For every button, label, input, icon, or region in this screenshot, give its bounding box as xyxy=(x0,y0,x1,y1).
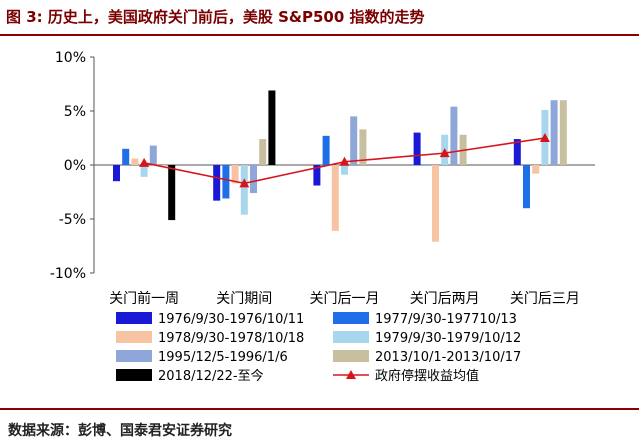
bar-2 xyxy=(222,165,230,199)
legend-swatch xyxy=(116,350,152,362)
bar-5 xyxy=(250,165,257,194)
legend-label: 1976/9/30-1976/10/11 xyxy=(158,312,304,327)
legend-swatch xyxy=(333,350,369,362)
bar-5 xyxy=(350,116,358,165)
legend-swatch xyxy=(116,312,152,324)
bar-2 xyxy=(322,135,330,165)
bar-7 xyxy=(168,165,176,221)
average-marker xyxy=(439,148,450,158)
bar-2 xyxy=(422,165,430,166)
x-category-label: 关门后两月 xyxy=(410,291,480,307)
average-marker xyxy=(139,157,150,167)
x-category-label: 关门前一周 xyxy=(109,290,179,307)
x-category-label: 关门期间 xyxy=(216,291,272,307)
bar-7 xyxy=(268,90,276,165)
title-divider xyxy=(0,34,639,36)
legend-label: 1995/12/5-1996/1/6 xyxy=(158,350,288,365)
legend-label: 政府停摆收益均值 xyxy=(375,368,479,384)
legend-label: 1979/9/30-1979/10/12 xyxy=(375,331,521,346)
legend-label: 2013/10/1-2013/10/17 xyxy=(375,350,521,365)
y-tick-label: 0% xyxy=(64,158,86,174)
bar-3 xyxy=(331,165,339,231)
legend-swatch xyxy=(116,331,152,343)
legend-swatch xyxy=(333,331,369,343)
bar-3 xyxy=(432,165,439,242)
bar-3 xyxy=(131,158,139,165)
bar-4 xyxy=(240,165,248,215)
legend-label: 2018/12/22-至今 xyxy=(158,368,264,384)
bar-1 xyxy=(213,165,221,201)
bar-4 xyxy=(341,165,348,175)
bar-3 xyxy=(231,165,239,184)
bar-6 xyxy=(159,165,166,166)
y-tick-label: 5% xyxy=(64,104,86,120)
legend-label: 1977/9/30-197710/13 xyxy=(375,312,517,327)
legend-swatch xyxy=(333,312,369,324)
bar-5 xyxy=(550,100,558,165)
legend-label: 1978/9/30-1978/10/18 xyxy=(158,331,304,346)
legend-swatch xyxy=(116,369,152,381)
bar-1 xyxy=(513,139,521,165)
average-marker xyxy=(239,178,250,188)
bar-2 xyxy=(122,148,130,165)
x-category-label: 关门后三月 xyxy=(510,291,580,307)
x-category-label: 关门后一月 xyxy=(310,291,380,307)
bar-4 xyxy=(140,165,148,177)
y-tick-label: -5% xyxy=(59,212,86,228)
figure-title: 图 3: 历史上，美国政府关门前后，美股 S&P500 指数的走势 xyxy=(6,8,425,26)
average-marker xyxy=(539,133,550,142)
source-note: 数据来源：彭博、国泰君安证券研究 xyxy=(8,423,232,439)
bar-6 xyxy=(359,129,367,165)
bar-3 xyxy=(532,165,540,174)
average-marker xyxy=(339,156,350,166)
bar-1 xyxy=(113,165,120,182)
y-tick-label: 10% xyxy=(55,50,86,66)
legend-marker xyxy=(346,370,356,379)
bar-1 xyxy=(313,165,321,186)
bar-6 xyxy=(559,100,567,165)
bar-5 xyxy=(149,145,157,165)
bar-2 xyxy=(523,165,530,209)
bar-6 xyxy=(259,139,267,165)
source-divider xyxy=(0,408,639,410)
bar-1 xyxy=(413,132,421,165)
bar-5 xyxy=(450,106,458,165)
y-tick-label: -10% xyxy=(50,266,86,282)
